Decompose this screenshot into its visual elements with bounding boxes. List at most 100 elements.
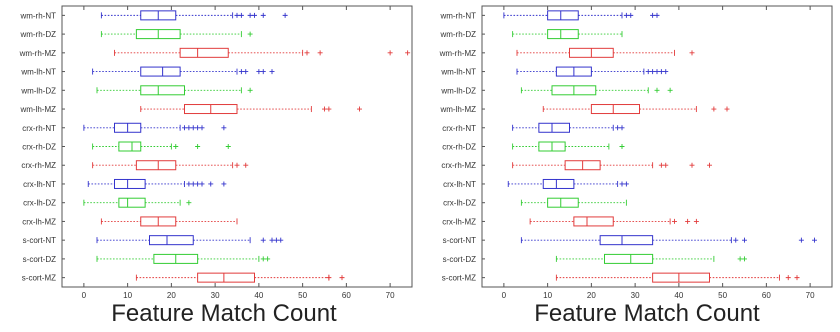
outlier-point xyxy=(260,12,266,18)
x-tick-label: 30 xyxy=(211,291,220,300)
outlier-point xyxy=(260,237,266,243)
outlier-point xyxy=(243,162,249,168)
outlier-point xyxy=(689,162,695,168)
outlier-point xyxy=(619,125,625,131)
x-tick-label: 20 xyxy=(167,291,176,300)
outlier-point xyxy=(195,181,201,187)
outlier-point xyxy=(273,237,279,243)
category-label: wm-rh-DZ xyxy=(19,30,56,39)
outlier-point xyxy=(247,12,253,18)
box-iqr xyxy=(538,122,570,133)
outlier-point xyxy=(252,12,257,18)
outlier-point xyxy=(737,256,743,262)
outlier-point xyxy=(707,162,712,168)
outlier-point xyxy=(619,144,625,149)
outlier-point xyxy=(615,125,621,131)
outlier-point xyxy=(650,69,656,75)
box-wm-lh-MZ: wm-lh-MZ xyxy=(19,104,362,115)
outlier-point xyxy=(208,181,214,187)
box-crx-rh-MZ: crx-rh-MZ xyxy=(441,160,712,171)
outlier-point xyxy=(812,237,817,243)
box-wm-lh-DZ: wm-lh-DZ xyxy=(20,85,253,96)
box-iqr xyxy=(652,272,710,283)
category-label: wm-rh-NT xyxy=(439,11,476,20)
box-s-cort-MZ: s-cort-MZ xyxy=(442,272,800,283)
category-label: s-cort-NT xyxy=(23,236,56,245)
outlier-point xyxy=(663,162,669,168)
x-tick-label: 70 xyxy=(386,291,395,300)
box-iqr xyxy=(547,10,579,21)
box-wm-rh-MZ: wm-rh-MZ xyxy=(19,47,411,58)
box-iqr xyxy=(140,85,185,96)
outlier-point xyxy=(357,106,362,112)
category-label: crx-rh-DZ xyxy=(22,143,56,152)
outlier-point xyxy=(256,69,262,75)
outlier-point xyxy=(654,69,660,75)
outlier-point xyxy=(326,275,332,281)
category-label: s-cort-MZ xyxy=(22,274,56,283)
category-label: s-cort-DZ xyxy=(23,255,56,264)
category-label: wm-lh-NT xyxy=(20,68,56,77)
outlier-point xyxy=(724,106,730,112)
outlier-point xyxy=(269,69,275,75)
outlier-point xyxy=(339,275,345,281)
x-tick-label: 10 xyxy=(123,291,132,300)
box-iqr xyxy=(547,197,579,208)
box-wm-rh-DZ: wm-rh-DZ xyxy=(439,29,623,40)
category-label: crx-lh-NT xyxy=(23,180,56,189)
outlier-point xyxy=(199,181,205,187)
category-label: s-cort-MZ xyxy=(442,274,476,283)
outlier-point xyxy=(650,12,656,18)
outlier-point xyxy=(238,12,244,18)
outlier-point xyxy=(243,69,249,75)
box-s-cort-DZ: s-cort-DZ xyxy=(23,253,271,264)
box-iqr xyxy=(135,160,177,171)
box-iqr xyxy=(118,197,146,208)
box-iqr xyxy=(118,141,142,152)
outlier-point xyxy=(742,256,747,262)
outlier-point xyxy=(234,12,240,18)
outlier-point xyxy=(282,12,288,18)
category-label: wm-lh-MZ xyxy=(19,105,56,114)
box-wm-rh-DZ: wm-rh-DZ xyxy=(19,29,253,40)
box-crx-lh-MZ: crx-lh-MZ xyxy=(22,216,238,227)
outlier-point xyxy=(225,144,231,149)
outlier-point xyxy=(199,125,205,131)
category-label: wm-lh-DZ xyxy=(440,86,476,95)
outlier-point xyxy=(693,218,699,224)
outlier-point xyxy=(326,106,332,112)
x-tick-label: 50 xyxy=(298,291,307,300)
category-label: s-cort-DZ xyxy=(443,255,476,264)
category-label: crx-rh-MZ xyxy=(21,161,56,170)
box-s-cort-MZ: s-cort-MZ xyxy=(22,272,345,283)
outlier-point xyxy=(317,50,323,56)
outlier-point xyxy=(234,162,240,168)
outlier-point xyxy=(186,181,192,187)
box-iqr xyxy=(573,216,614,227)
box-crx-lh-NT: crx-lh-NT xyxy=(443,178,629,189)
outlier-point xyxy=(278,237,284,243)
x-tick-label: 40 xyxy=(254,291,263,300)
outlier-point xyxy=(619,181,625,187)
box-iqr xyxy=(179,47,229,58)
category-label: wm-lh-DZ xyxy=(20,86,56,95)
outlier-point xyxy=(645,69,651,75)
outlier-point xyxy=(785,275,791,281)
chart-panel-left: 0 10 20 30 40 50 60 70 wm-rh-NT wm-rh-DZ wm-rh-MZ w… xyxy=(19,5,413,327)
outlier-point xyxy=(173,144,179,149)
outlier-point xyxy=(689,50,695,56)
box-wm-rh-MZ: wm-rh-MZ xyxy=(439,47,695,58)
outlier-point xyxy=(628,12,634,18)
box-wm-lh-MZ: wm-lh-MZ xyxy=(439,104,730,115)
outlier-point xyxy=(186,125,192,131)
box-wm-rh-NT: wm-rh-NT xyxy=(439,10,660,21)
outlier-point xyxy=(269,237,275,243)
outlier-point xyxy=(667,87,673,93)
x-axis-label-right: Feature Match Count xyxy=(534,300,760,327)
category-label: wm-lh-NT xyxy=(440,68,476,77)
plot-frame xyxy=(61,5,413,288)
box-crx-lh-MZ: crx-lh-MZ xyxy=(442,216,699,227)
outlier-point xyxy=(742,237,747,243)
outlier-point xyxy=(182,125,187,131)
category-label: crx-lh-MZ xyxy=(442,217,476,226)
